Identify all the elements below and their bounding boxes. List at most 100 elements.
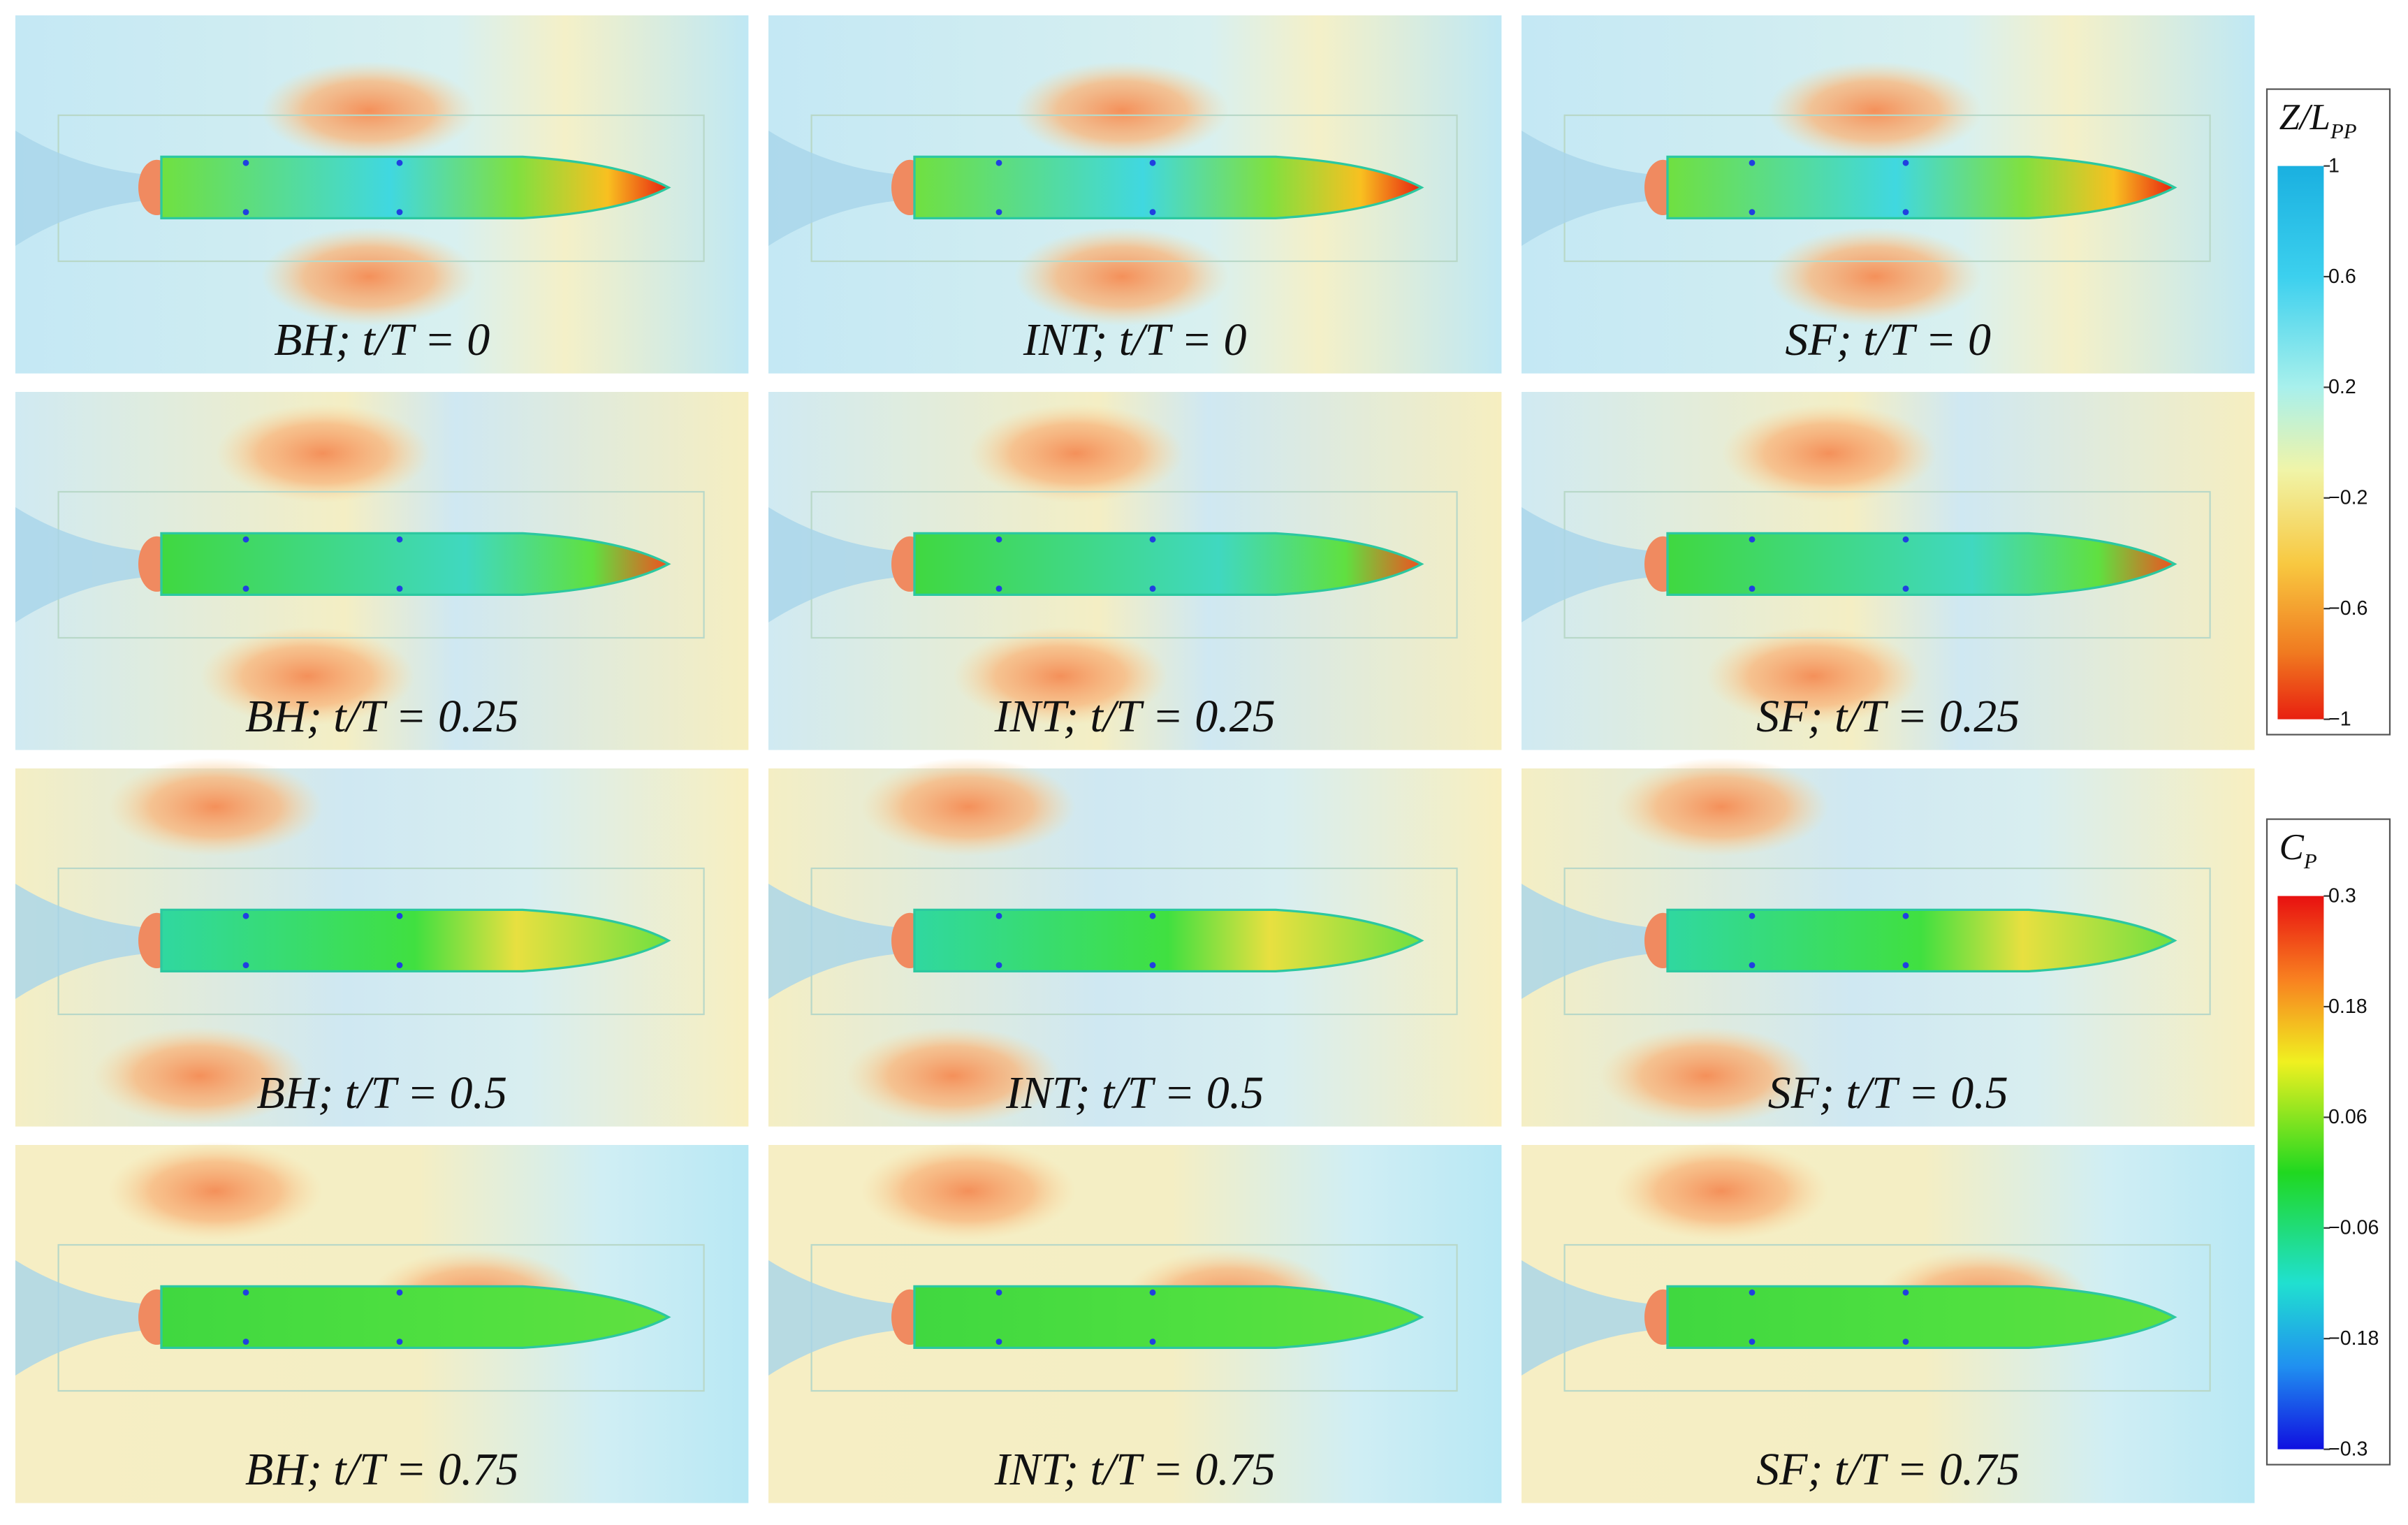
panel-label: BH; t/T = 0.25 bbox=[245, 691, 519, 742]
hull bbox=[160, 155, 671, 220]
wake bbox=[15, 1260, 154, 1376]
hull-detail bbox=[396, 159, 403, 166]
hull-detail bbox=[1149, 159, 1156, 166]
hull-detail bbox=[995, 159, 1002, 166]
panel-label: SF; t/T = 0.5 bbox=[1768, 1067, 2008, 1118]
panel: SF; t/T = 0.5 bbox=[1522, 757, 2255, 1127]
colorbar-title-main: Z/L bbox=[2279, 97, 2330, 138]
colorbar-tick-label: 1 bbox=[2328, 154, 2340, 177]
colorbar-tick-label: 0.2 bbox=[2328, 376, 2356, 398]
panel: SF; t/T = 0.25 bbox=[1522, 392, 2255, 750]
hull-detail bbox=[1749, 585, 1756, 592]
pressure-region bbox=[261, 61, 476, 160]
hull-detail bbox=[396, 962, 403, 968]
wake bbox=[15, 507, 154, 622]
hull-detail bbox=[1902, 159, 1909, 166]
panel: SF; t/T = 0.75 bbox=[1522, 1141, 2255, 1503]
hull-detail bbox=[1902, 536, 1909, 543]
hull bbox=[913, 1285, 1424, 1350]
hull-detail bbox=[1749, 536, 1756, 543]
pressure-region bbox=[1721, 404, 1936, 503]
hull-detail bbox=[1149, 536, 1156, 543]
hull-detail bbox=[1149, 912, 1156, 919]
pressure-region bbox=[108, 757, 323, 856]
hull-detail bbox=[242, 1338, 249, 1345]
hull bbox=[160, 1285, 671, 1350]
hull bbox=[913, 908, 1424, 973]
hull-detail bbox=[995, 209, 1002, 215]
pressure-region bbox=[1014, 227, 1229, 326]
colorbar-tick-label: −0.18 bbox=[2328, 1327, 2379, 1350]
hull bbox=[1666, 155, 2177, 220]
hull-detail bbox=[995, 585, 1002, 592]
pressure-region bbox=[845, 1026, 1060, 1125]
hull-detail bbox=[242, 1289, 249, 1296]
pressure-region bbox=[92, 1026, 307, 1125]
panel-label: BH; t/T = 0.75 bbox=[245, 1444, 519, 1495]
hull-detail bbox=[396, 209, 403, 215]
colorbar-tick-label: 0.6 bbox=[2328, 265, 2356, 288]
wake bbox=[1522, 507, 1660, 622]
panel: BH; t/T = 0.5 bbox=[15, 757, 749, 1127]
panel-label: INT; t/T = 0.25 bbox=[994, 691, 1276, 742]
wake bbox=[1522, 884, 1660, 999]
panel-label: INT; t/T = 0.75 bbox=[994, 1444, 1276, 1495]
hull-detail bbox=[242, 912, 249, 919]
panel-label: INT; t/T = 0 bbox=[1023, 314, 1247, 365]
hull-detail bbox=[995, 962, 1002, 968]
hull-detail bbox=[242, 585, 249, 592]
hull-detail bbox=[396, 1289, 403, 1296]
pressure-region bbox=[861, 1141, 1076, 1241]
colorbar-title: CP bbox=[2279, 827, 2317, 873]
hull-detail bbox=[242, 209, 249, 215]
pressure-region bbox=[215, 404, 430, 503]
pressure-region bbox=[1706, 627, 1921, 726]
hull-detail bbox=[396, 1338, 403, 1345]
colorbar-tick-label: −0.6 bbox=[2328, 597, 2367, 620]
wake bbox=[768, 507, 907, 622]
hull bbox=[1666, 1285, 2177, 1350]
colorbar-tick-label: −0.2 bbox=[2328, 487, 2367, 509]
hull-detail bbox=[1149, 209, 1156, 215]
hull-detail bbox=[995, 1289, 1002, 1296]
hull-detail bbox=[1749, 1338, 1756, 1345]
hull-detail bbox=[1749, 209, 1756, 215]
panel: INT; t/T = 0 bbox=[768, 15, 1502, 374]
pressure-region bbox=[200, 627, 415, 726]
wake bbox=[1522, 131, 1660, 246]
hull bbox=[160, 532, 671, 597]
panel: INT; t/T = 0.75 bbox=[768, 1141, 1502, 1503]
hull bbox=[913, 532, 1424, 597]
panel: BH; t/T = 0.25 bbox=[15, 392, 749, 750]
hull-detail bbox=[1749, 1289, 1756, 1296]
panel-label: SF; t/T = 0 bbox=[1785, 314, 1991, 365]
colorbar-scale bbox=[2277, 166, 2324, 720]
colorbar-tick-label: −0.3 bbox=[2328, 1438, 2367, 1460]
hull bbox=[1666, 532, 2177, 597]
hull-detail bbox=[995, 1338, 1002, 1345]
pressure-region bbox=[968, 404, 1183, 503]
panel-label: BH; t/T = 0.5 bbox=[256, 1067, 507, 1118]
hull-detail bbox=[995, 536, 1002, 543]
hull-detail bbox=[995, 912, 1002, 919]
wake bbox=[768, 884, 907, 999]
colorbar: CP 0.3 0.18 0.06 −0.06 −0.18 −0.3 bbox=[2265, 818, 2391, 1466]
pressure-region bbox=[261, 227, 476, 326]
hull-detail bbox=[396, 912, 403, 919]
hull-detail bbox=[242, 962, 249, 968]
colorbar: Z/LPP 1 0.6 0.2 −0.2 −0.6 −1 bbox=[2265, 88, 2391, 736]
wake bbox=[768, 131, 907, 246]
pressure-region bbox=[1614, 1141, 1829, 1241]
pressure-region bbox=[1014, 61, 1229, 160]
figure-content: BH; t/T = 0 INT; t/T = 0 SF; t/T = 0 BH; t/… bbox=[15, 15, 2391, 1503]
hull-detail bbox=[1149, 585, 1156, 592]
pressure-region bbox=[108, 1141, 323, 1241]
wake bbox=[15, 884, 154, 999]
panel: SF; t/T = 0 bbox=[1522, 15, 2255, 374]
pressure-region bbox=[1598, 1026, 1814, 1125]
hull-detail bbox=[1902, 962, 1909, 968]
panel-label: BH; t/T = 0 bbox=[274, 314, 490, 365]
hull bbox=[913, 155, 1424, 220]
panel: BH; t/T = 0.75 bbox=[15, 1141, 749, 1503]
